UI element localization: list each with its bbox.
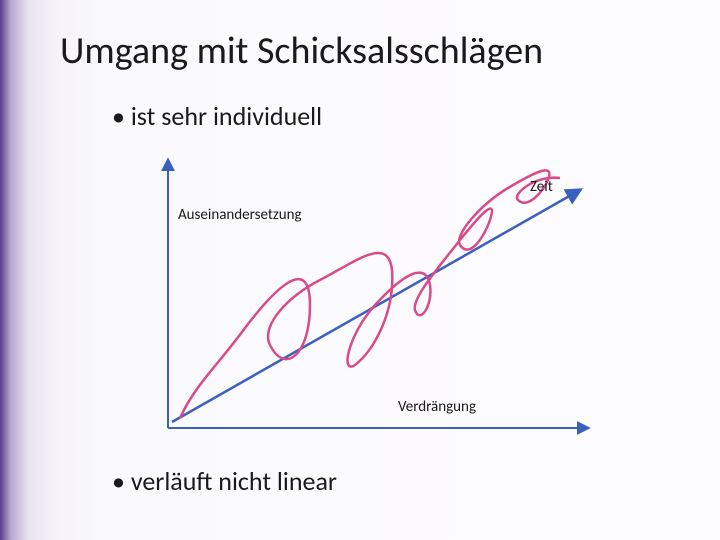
trend-line <box>172 190 580 422</box>
bullet-individuell: • ist sehr individuell <box>112 100 322 132</box>
slide: Umgang mit Schicksalsschlägen • ist sehr… <box>0 0 720 540</box>
chart-area: Zeit Auseinandersetzung Verdrängung <box>140 150 600 450</box>
bullet-nicht-linear: • verläuft nicht linear <box>112 465 337 497</box>
slide-title: Umgang mit Schicksalsschlägen <box>60 28 543 74</box>
label-verdraengung: Verdrängung <box>398 398 476 416</box>
label-auseinandersetzung: Auseinandersetzung <box>178 206 302 224</box>
label-zeit: Zeit <box>530 178 553 196</box>
